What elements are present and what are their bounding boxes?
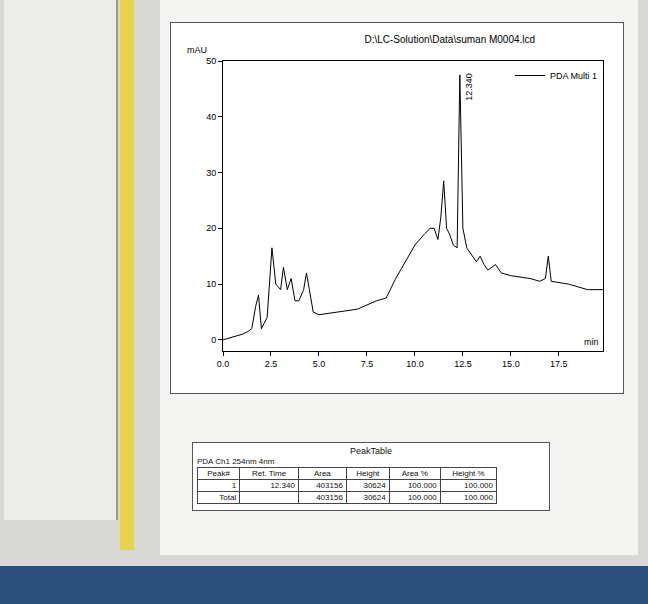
svg-text:20: 20 [206,223,216,233]
html-text:PeakTable: PeakTable [350,446,392,456]
html-text:403156: 403156 [316,481,343,490]
html-text:Area: Area [313,469,331,478]
html-text:30624: 30624 [363,493,386,502]
html-text:Peak#: Peak# [207,469,230,478]
html-text:30624: 30624 [363,481,386,490]
svg-text:0.0: 0.0 [217,359,230,369]
svg-text:mAU: mAU [187,45,207,55]
html-text:1: 1 [231,481,237,490]
svg-text:30: 30 [206,168,216,178]
html-text:Total: Total [219,493,237,502]
html-text:Height %: Height % [452,469,485,478]
svg-text:2.5: 2.5 [265,359,278,369]
html-text:Area %: Area % [401,469,428,478]
svg-text:7.5: 7.5 [361,359,374,369]
html-text:100.000: 100.000 [464,481,493,490]
html-text:403156: 403156 [316,493,343,502]
html-text:100.000: 100.000 [407,493,437,502]
svg-text:15.0: 15.0 [502,359,520,369]
svg-text:5.0: 5.0 [313,359,326,369]
svg-text:10.0: 10.0 [406,359,424,369]
svg-text:40: 40 [206,112,216,122]
svg-text:12.340: 12.340 [464,73,474,101]
svg-text:0: 0 [211,335,216,345]
svg-text:min: min [584,337,599,347]
html-text:100.000: 100.000 [464,493,493,502]
svg-text:17.5: 17.5 [550,359,568,369]
html-text:12.340: 12.340 [270,481,295,490]
html-text:100.000: 100.000 [407,481,437,490]
svg-text:50: 50 [206,56,216,66]
html-text:PDA Ch1 254nm 4nm: PDA Ch1 254nm 4nm [197,457,275,466]
svg-text:PDA Multi 1: PDA Multi 1 [550,71,597,81]
html-text:Ret. Time: Ret. Time [251,469,287,478]
svg-text:10: 10 [206,279,216,289]
html-text:Height: Height [356,469,380,478]
svg-text:D:\LC-Solution\Data\suman M000: D:\LC-Solution\Data\suman M0004.lcd [364,34,535,45]
svg-text:12.5: 12.5 [454,359,472,369]
